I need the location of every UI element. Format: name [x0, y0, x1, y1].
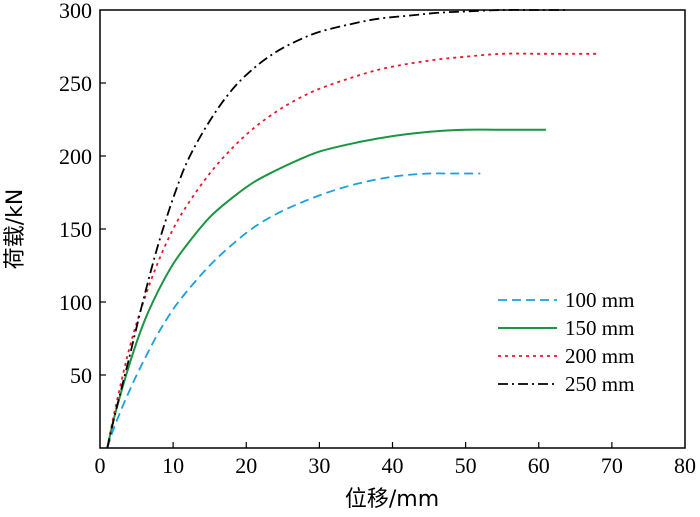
- x-tick-label: 20: [235, 453, 257, 478]
- x-tick-label: 10: [162, 453, 184, 478]
- series-line-4: [106, 9, 568, 449]
- legend-label-1: 100 mm: [565, 288, 634, 312]
- axis-ticks: 0 10 20 30 40 50 60 70 80 50 100 150 200 250 300: [59, 0, 696, 478]
- x-tick-label: 80: [674, 453, 696, 478]
- series-line-3: [106, 52, 598, 449]
- y-tick-label: 50: [70, 363, 92, 388]
- x-tick-label: 30: [308, 453, 330, 478]
- legend-label-3: 200 mm: [565, 344, 634, 368]
- x-tick-label: 40: [382, 453, 404, 478]
- legend: 100 mm 150 mm 200 mm 250 mm: [498, 288, 634, 396]
- y-tick-label: 150: [59, 217, 92, 242]
- series-line-1: [106, 172, 481, 449]
- y-tick-label: 200: [59, 144, 92, 169]
- series-line-2: [106, 128, 547, 449]
- legend-label-4: 250 mm: [565, 372, 634, 396]
- y-tick-label: 300: [59, 0, 92, 23]
- x-tick-label: 0: [95, 453, 106, 478]
- x-axis-title: 位移/mm: [345, 487, 439, 512]
- x-tick-label: 60: [528, 453, 550, 478]
- legend-label-2: 150 mm: [565, 316, 634, 340]
- y-tick-label: 100: [59, 290, 92, 315]
- x-tick-label: 70: [601, 453, 623, 478]
- x-tick-label: 50: [455, 453, 477, 478]
- plot-lines: [106, 9, 598, 449]
- y-axis-title: 荷载/kN: [3, 189, 28, 270]
- y-tick-label: 250: [59, 71, 92, 96]
